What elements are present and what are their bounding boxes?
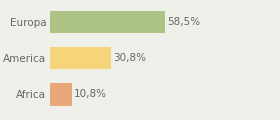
Text: 58,5%: 58,5% — [167, 17, 200, 27]
Text: 30,8%: 30,8% — [113, 53, 146, 63]
Bar — [50, 11, 165, 33]
Bar — [50, 83, 72, 106]
Bar — [50, 47, 111, 69]
Text: 10,8%: 10,8% — [74, 89, 106, 99]
